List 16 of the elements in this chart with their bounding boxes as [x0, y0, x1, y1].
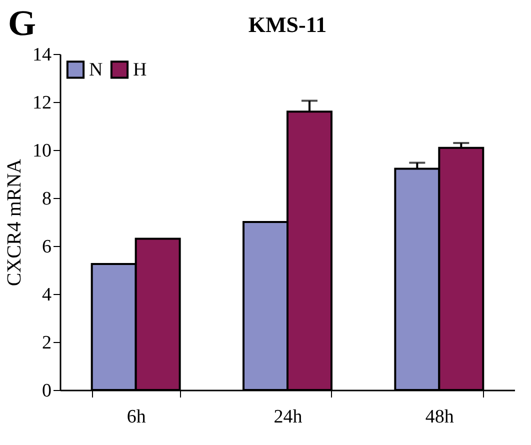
- x-tick-label: 48h: [425, 406, 454, 428]
- y-tick-label: 2: [42, 332, 52, 354]
- legend-label: H: [133, 60, 147, 81]
- y-tick-label: 0: [42, 380, 52, 402]
- y-tick-label: 4: [42, 284, 52, 306]
- x-tick-label: 24h: [274, 406, 303, 428]
- x-tick-label: 6h: [126, 406, 146, 428]
- y-tick-label: 8: [42, 188, 52, 210]
- y-tick-label: 12: [32, 92, 52, 114]
- y-tick-label: 6: [42, 236, 52, 258]
- text: G: [8, 2, 36, 44]
- legend-label: N: [89, 60, 103, 81]
- y-tick-label: 14: [32, 44, 52, 66]
- chart-title: KMS-11: [248, 12, 327, 37]
- y-axis-title: CXCR4 mRNA: [4, 158, 26, 286]
- y-tick-label: 10: [32, 140, 52, 162]
